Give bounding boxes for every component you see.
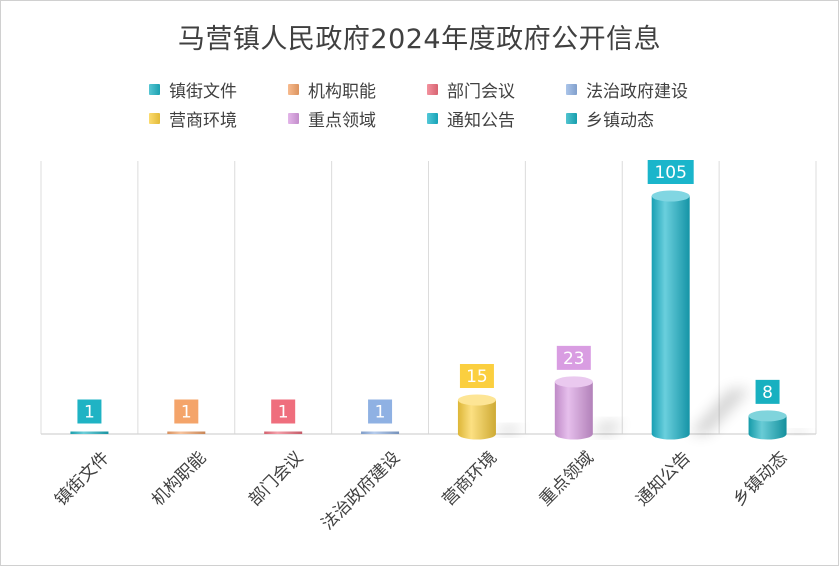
legend-label: 营商环境 <box>169 111 237 131</box>
legend-swatch <box>566 84 577 95</box>
legend-item: 法治政府建设 <box>566 77 688 102</box>
legend-item: 乡镇动态 <box>566 106 654 131</box>
bar-shadow <box>689 389 751 434</box>
x-tick-label: 重点领域 <box>536 448 598 510</box>
bar-body <box>457 400 496 440</box>
data-label-box <box>368 399 393 424</box>
data-label-box <box>174 399 199 424</box>
bar-top <box>457 394 496 406</box>
x-tick-label: 镇街文件 <box>51 448 113 510</box>
legend-label: 乡镇动态 <box>586 111 654 131</box>
legend-label: 重点领域 <box>308 111 376 131</box>
legend-swatch <box>149 113 160 124</box>
data-label-box <box>647 160 694 184</box>
data-label: 1 <box>181 403 192 423</box>
bar-body <box>70 431 109 434</box>
x-tick-label: 法治政府建设 <box>318 448 404 534</box>
bar-shadow <box>786 430 811 434</box>
x-tick-label: 乡镇动态 <box>729 448 791 510</box>
chart-legend: 镇街文件 机构职能 部门会议 法治政府建设营商环境 重点领域 通知公告 乡镇动态 <box>1 1 838 141</box>
data-label: 1 <box>375 403 386 423</box>
legend-item: 部门会议 <box>427 77 515 102</box>
data-label: 105 <box>654 163 686 183</box>
bar-top <box>748 410 787 422</box>
bar-body <box>264 431 303 434</box>
bar-body <box>361 431 400 434</box>
bar-shadow <box>495 426 523 434</box>
bar-body <box>748 415 787 440</box>
x-tick-label: 机构职能 <box>148 448 210 510</box>
x-tick-label: 营商环境 <box>439 448 501 510</box>
data-label-box <box>556 345 591 370</box>
data-label: 1 <box>278 403 289 423</box>
bar-top <box>554 376 593 388</box>
legend-label: 机构职能 <box>308 82 376 102</box>
bar-shadow <box>592 422 624 434</box>
legend-item: 通知公告 <box>427 106 515 131</box>
legend-item: 镇街文件 <box>149 77 237 102</box>
bar <box>651 190 690 440</box>
data-label: 23 <box>563 349 585 369</box>
legend-label: 部门会议 <box>447 82 515 102</box>
bar <box>361 431 400 434</box>
data-label: 8 <box>762 383 773 403</box>
data-label-box <box>755 379 780 404</box>
bar <box>457 394 496 440</box>
bar-body <box>651 196 690 440</box>
bar-top <box>651 190 690 202</box>
data-label-box <box>459 364 494 388</box>
bar <box>748 410 787 440</box>
legend-swatch <box>427 113 438 124</box>
legend-item: 机构职能 <box>288 77 376 102</box>
legend-swatch <box>427 84 438 95</box>
x-tick-label: 通知公告 <box>632 448 694 510</box>
bar <box>554 376 593 440</box>
bar <box>167 431 206 434</box>
bar <box>264 431 303 434</box>
legend-swatch <box>149 84 160 95</box>
legend-swatch <box>288 113 299 124</box>
legend-swatch <box>288 84 299 95</box>
legend-label: 法治政府建设 <box>586 82 688 102</box>
bar-body <box>167 431 206 434</box>
legend-item: 重点领域 <box>288 106 376 131</box>
legend-swatch <box>566 113 577 124</box>
bar <box>70 431 109 434</box>
legend-item: 营商环境 <box>149 106 237 131</box>
data-label: 15 <box>466 367 488 387</box>
data-label: 1 <box>84 403 95 423</box>
x-tick-label: 部门会议 <box>245 448 307 510</box>
legend-label: 通知公告 <box>447 111 515 131</box>
bar-body <box>554 381 593 440</box>
chart-title: 马营镇人民政府2024年度政府公开信息 <box>177 24 662 55</box>
data-label-box <box>77 399 102 424</box>
legend-label: 镇街文件 <box>169 82 237 102</box>
data-label-box <box>271 399 296 424</box>
